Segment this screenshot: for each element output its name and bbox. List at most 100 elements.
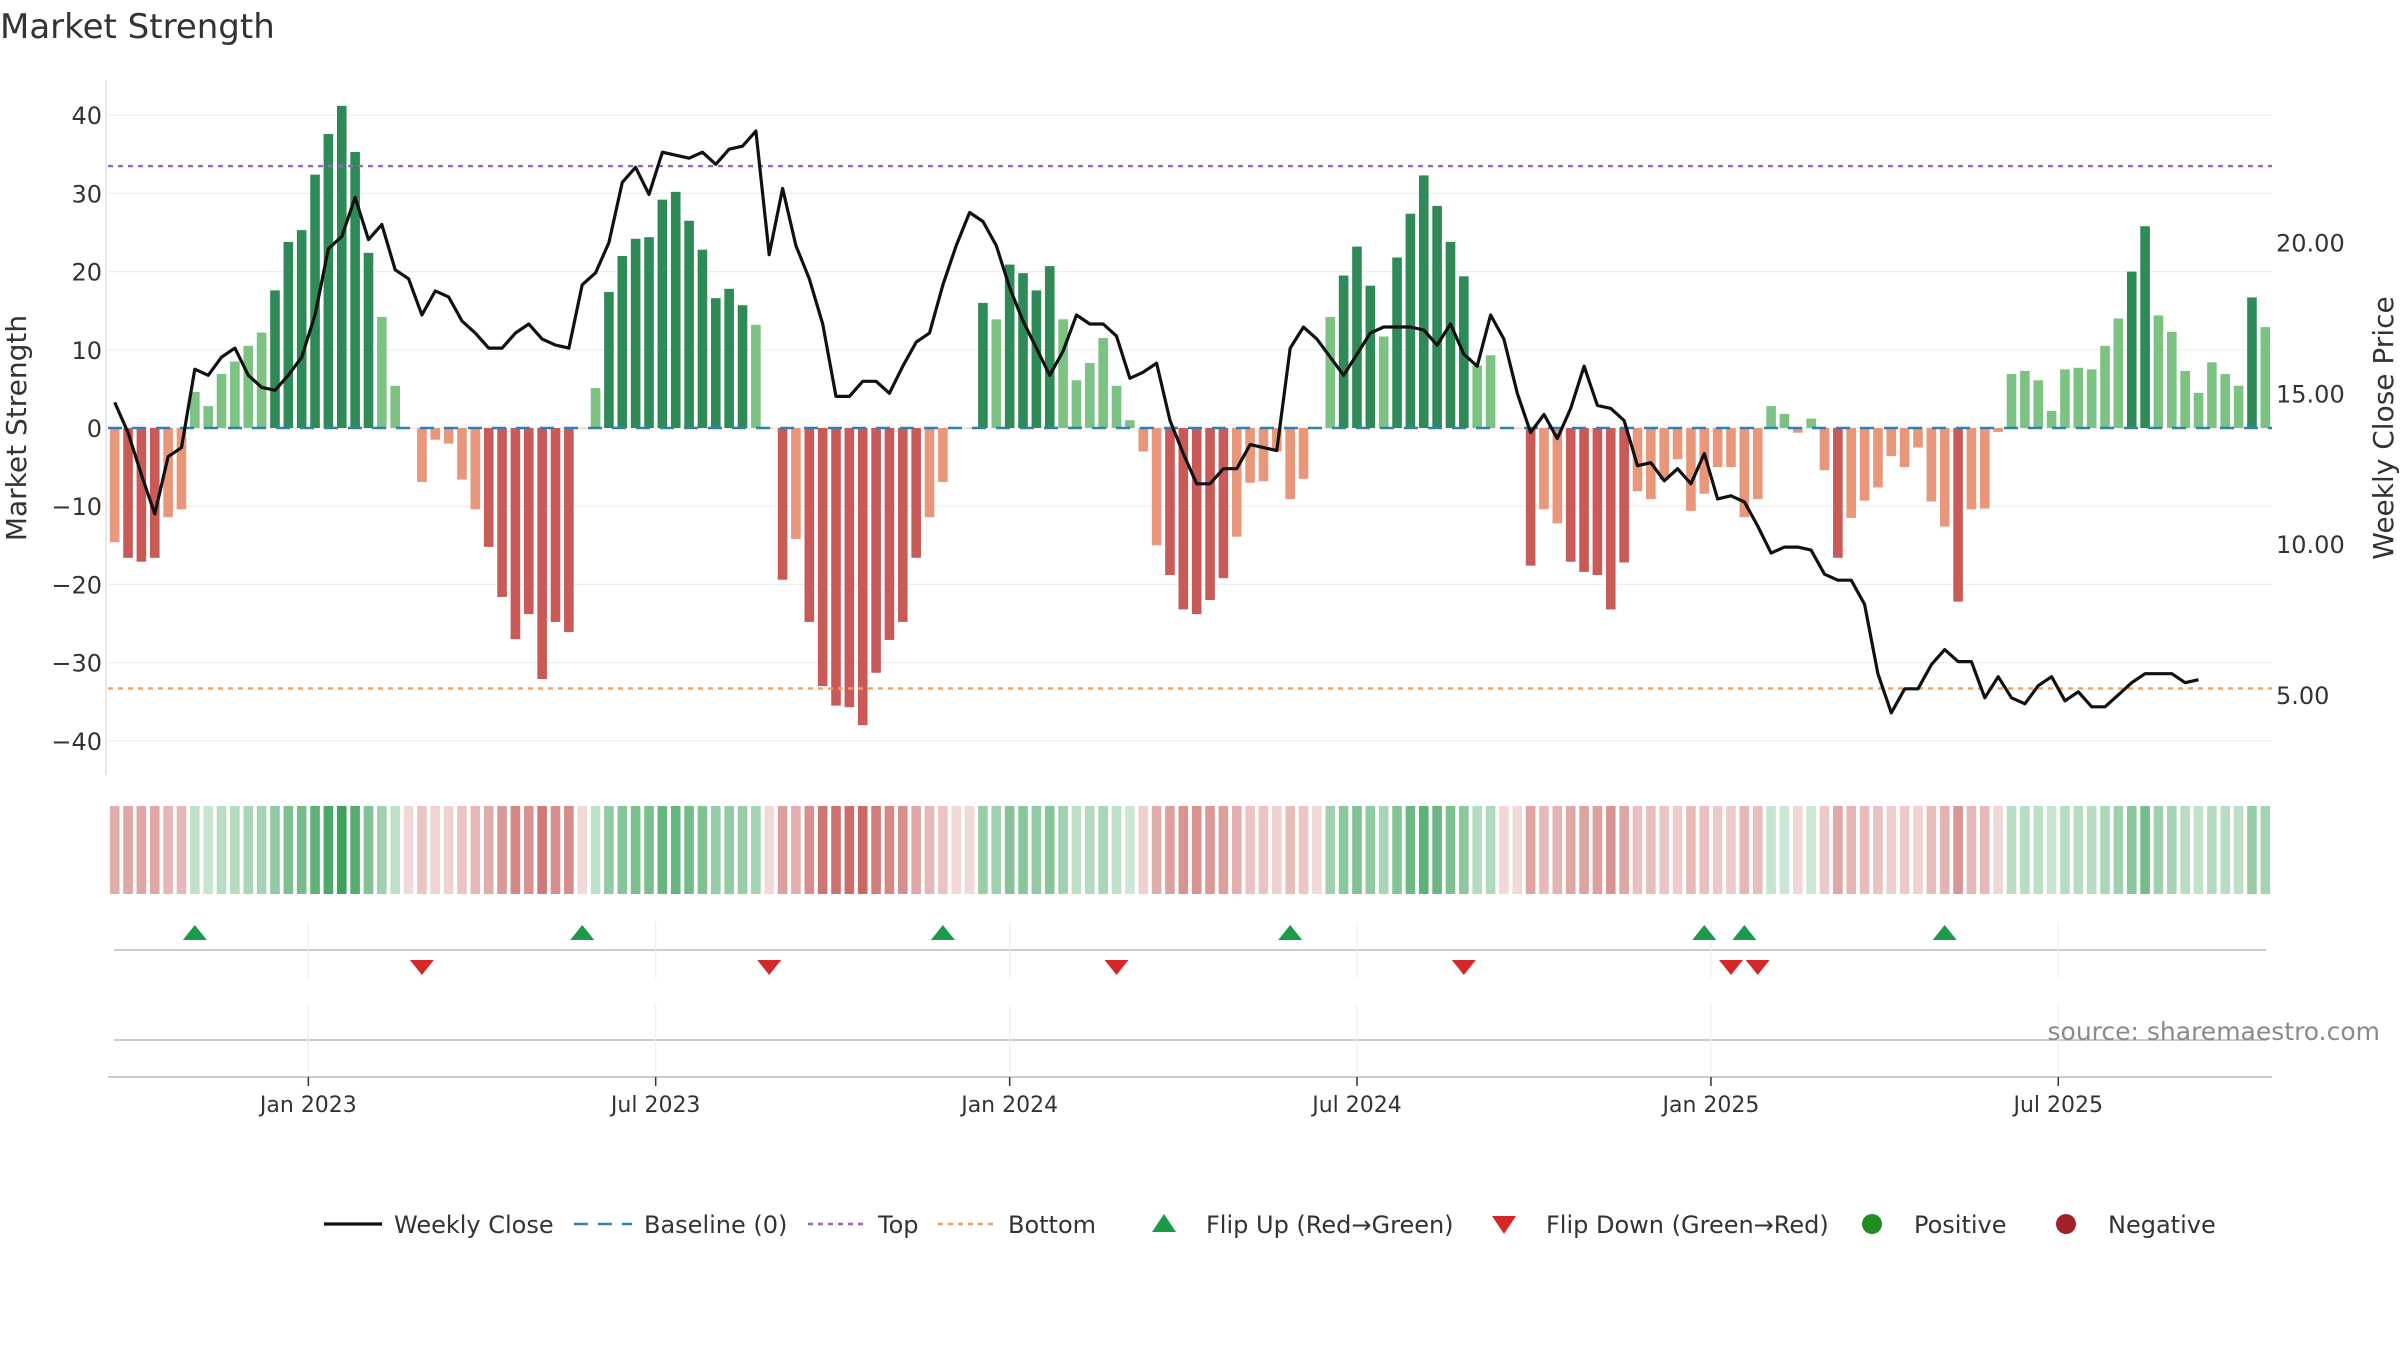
strength-bar — [2167, 331, 2177, 428]
strength-bar — [2233, 385, 2244, 428]
strength-bar — [2006, 374, 2017, 428]
strength-bar — [2100, 345, 2110, 428]
heat-cell — [2046, 806, 2057, 894]
y-tick-label: −20 — [51, 571, 102, 599]
legend-label: Flip Up (Red→Green) — [1206, 1211, 1454, 1239]
heat-cell — [1365, 806, 1376, 894]
strength-bar — [1098, 338, 1108, 428]
strength-bar — [1245, 428, 1255, 483]
strength-bar — [1044, 266, 1055, 428]
y-tick-label: −30 — [51, 650, 102, 678]
legend-swatch-dot — [1862, 1214, 1882, 1234]
y-tick-label: −10 — [51, 493, 102, 521]
x-tick-label: Jul 2024 — [1310, 1093, 1402, 1118]
heat-cell — [2020, 806, 2030, 894]
heat-cell — [844, 806, 855, 894]
heat-cell — [109, 806, 120, 894]
strength-bar — [1338, 275, 1349, 428]
heat-cell — [564, 806, 574, 894]
heat-cell — [417, 806, 427, 894]
heat-cell — [1592, 806, 1603, 894]
chart-title: Market Strength — [0, 7, 275, 47]
strength-bar — [2126, 271, 2137, 428]
heat-cell — [617, 806, 628, 894]
heat-cell — [831, 806, 841, 894]
strength-bar — [230, 361, 240, 428]
strength-bar — [751, 324, 761, 428]
legend-swatch-flip-up — [1152, 1214, 1176, 1232]
y-tick-label: 20 — [71, 259, 102, 287]
heat-cell — [190, 806, 200, 894]
flip-up-marker — [1732, 925, 1757, 940]
strength-bar — [978, 302, 988, 428]
strength-bar — [911, 428, 921, 558]
strength-bar — [1018, 273, 1028, 428]
strength-bar — [1405, 213, 1416, 428]
heat-cell — [149, 806, 160, 894]
heat-cell — [377, 806, 387, 894]
legend-item: Flip Up (Red→Green) — [1152, 1211, 1454, 1239]
source-credit: source: sharemaestro.com — [2048, 1017, 2381, 1046]
strength-bar — [283, 241, 294, 428]
legend-label: Baseline (0) — [644, 1211, 787, 1239]
heat-cell — [1018, 806, 1028, 894]
strength-bar — [510, 428, 521, 640]
strength-bar — [657, 199, 668, 428]
x-axis: Jan 2023 Jul 2023 Jan 2024 Jul 2024 Jan 2025… — [108, 1076, 2272, 1118]
heat-cell — [991, 806, 1002, 894]
heat-cell — [2247, 806, 2257, 894]
strength-bar — [483, 428, 494, 547]
heat-cell — [1405, 806, 1416, 894]
strength-bar — [1378, 336, 1389, 428]
strength-bar — [1913, 428, 1923, 448]
flip-down-marker — [409, 960, 434, 975]
x-tick-label: Jan 2023 — [258, 1093, 357, 1118]
heat-cell — [1792, 806, 1803, 894]
heat-cell — [230, 806, 240, 894]
strength-bar — [630, 238, 641, 428]
strength-bar — [924, 428, 935, 518]
strength-bar — [938, 428, 948, 482]
heat-cell — [1258, 806, 1269, 894]
strength-bar — [123, 428, 133, 558]
strength-bar — [670, 191, 681, 428]
strength-bar — [2193, 392, 2204, 428]
heat-cell — [1565, 806, 1576, 894]
heat-cell — [684, 806, 694, 894]
strength-bar — [1352, 246, 1362, 428]
flip-down-marker — [1719, 960, 1743, 975]
heat-cell — [1859, 806, 1870, 894]
legend-item: Top — [808, 1211, 919, 1239]
heat-cell — [136, 806, 147, 894]
y-tick-label: 40 — [71, 102, 102, 130]
heat-cell — [123, 806, 133, 894]
heat-cell — [1499, 806, 1509, 894]
heat-cell — [1378, 806, 1389, 894]
heat-cell — [1352, 806, 1362, 894]
strength-bar — [1672, 428, 1683, 460]
flip-down-marker — [1745, 960, 1770, 975]
x-tick-label: Jul 2023 — [609, 1093, 701, 1118]
heat-cell — [523, 806, 534, 894]
heat-cell — [1819, 806, 1830, 894]
heat-cell — [737, 806, 748, 894]
strength-bar — [443, 428, 454, 444]
heat-cell — [1913, 806, 1923, 894]
strength-bar — [1125, 420, 1135, 428]
strength-bar — [871, 428, 881, 673]
strength-bar — [1979, 428, 1990, 509]
heat-cell — [1659, 806, 1670, 894]
strength-bar — [697, 249, 708, 428]
legend-item: Weekly Close — [324, 1211, 554, 1239]
strength-bar — [390, 385, 401, 428]
heat-cell — [1525, 806, 1536, 894]
heat-cell — [1338, 806, 1349, 894]
heat-cell — [657, 806, 668, 894]
heat-cell — [604, 806, 614, 894]
strength-bar — [2153, 315, 2164, 428]
flip-up-marker — [1278, 925, 1303, 940]
flip-up-marker — [1932, 925, 1957, 940]
strength-bar — [216, 374, 227, 428]
heat-cell — [1993, 806, 2003, 894]
heat-cell — [764, 806, 775, 894]
